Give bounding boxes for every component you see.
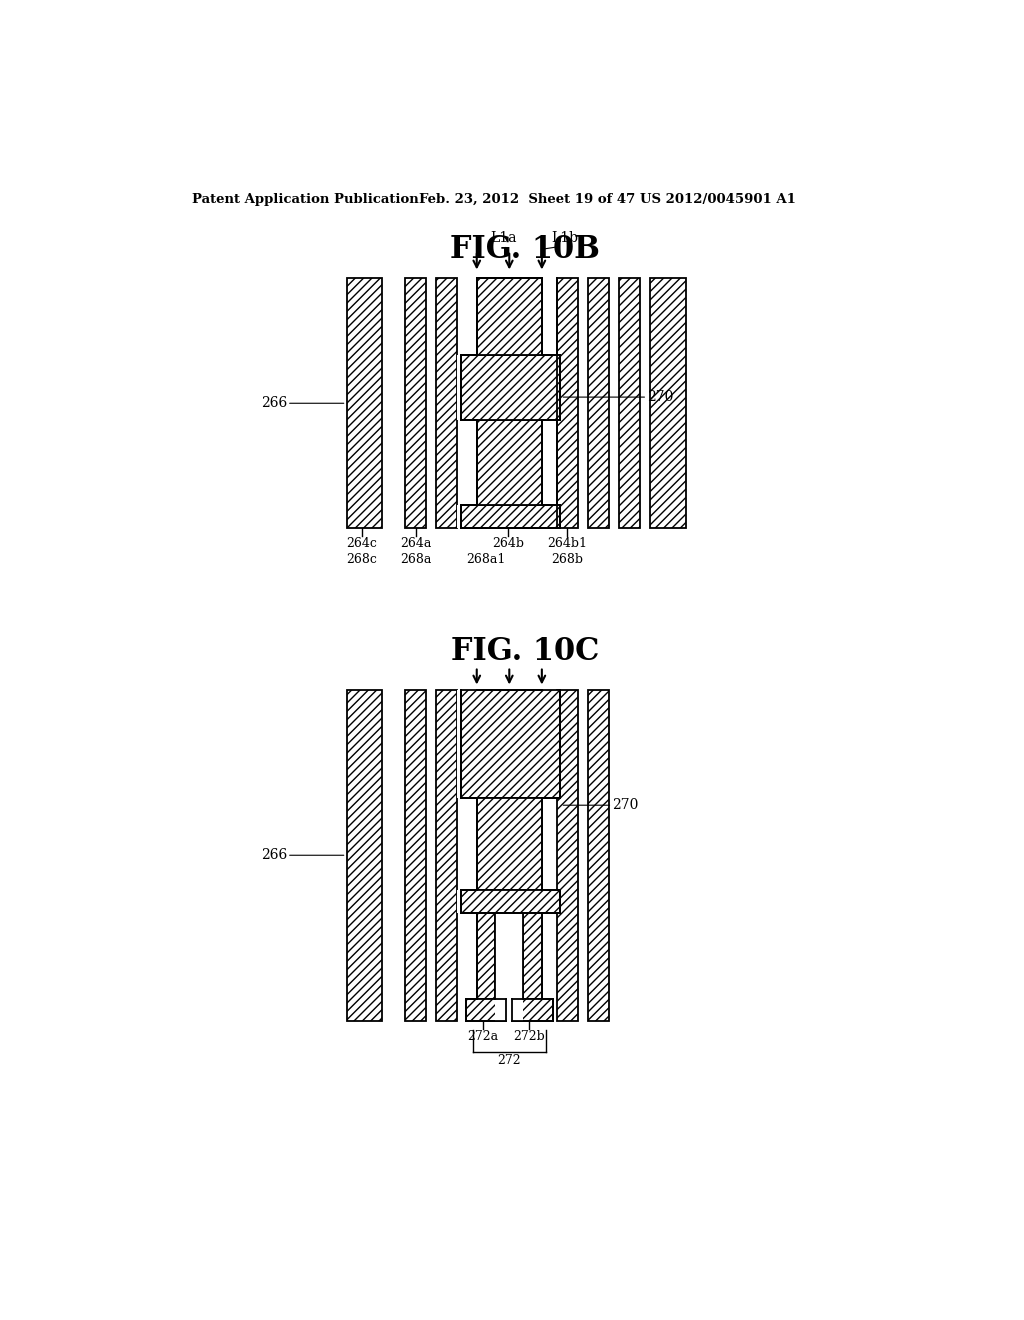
Text: 264c: 264c <box>346 537 378 550</box>
Text: 264b: 264b <box>492 537 523 550</box>
Bar <box>406 689 426 1020</box>
Bar <box>589 689 608 1020</box>
Bar <box>461 689 560 797</box>
Bar <box>406 277 426 528</box>
Text: FIG. 10B: FIG. 10B <box>450 234 600 265</box>
Text: 268a1: 268a1 <box>466 553 506 566</box>
Bar <box>346 277 382 528</box>
Bar <box>557 355 560 420</box>
Bar <box>461 890 560 913</box>
Bar <box>496 913 523 1020</box>
Text: 266: 266 <box>261 849 287 862</box>
Bar <box>477 420 542 506</box>
Bar <box>477 277 542 355</box>
Bar <box>557 890 560 913</box>
Text: 266: 266 <box>261 396 287 411</box>
Bar <box>457 689 461 797</box>
Text: 264a: 264a <box>399 537 431 550</box>
Text: 264b1: 264b1 <box>548 537 588 550</box>
Text: 268b: 268b <box>552 553 584 566</box>
Bar <box>512 999 553 1020</box>
Bar <box>589 277 608 528</box>
Bar <box>461 504 560 528</box>
Text: L1b: L1b <box>552 231 579 244</box>
Bar <box>557 689 578 1020</box>
Bar <box>620 277 640 528</box>
Bar <box>477 913 496 999</box>
Bar <box>557 355 560 420</box>
Bar <box>523 913 542 999</box>
Text: US 2012/0045901 A1: US 2012/0045901 A1 <box>640 193 796 206</box>
Bar <box>457 504 461 528</box>
Bar <box>436 277 457 528</box>
Text: 270: 270 <box>647 391 674 404</box>
Text: 272b: 272b <box>514 1030 546 1043</box>
Text: 272a: 272a <box>467 1030 499 1043</box>
Bar <box>346 689 382 1020</box>
Text: Feb. 23, 2012  Sheet 19 of 47: Feb. 23, 2012 Sheet 19 of 47 <box>419 193 635 206</box>
Bar <box>557 689 560 797</box>
Text: 268a: 268a <box>399 553 431 566</box>
Bar <box>461 355 560 420</box>
Bar <box>466 999 506 1020</box>
Text: Patent Application Publication: Patent Application Publication <box>191 193 418 206</box>
Text: 270: 270 <box>612 799 639 812</box>
Bar <box>557 504 560 528</box>
Bar <box>557 504 560 528</box>
Bar <box>457 355 461 420</box>
Bar <box>457 890 461 913</box>
Text: 268c: 268c <box>346 553 378 566</box>
Text: FIG. 10C: FIG. 10C <box>451 636 599 667</box>
Text: 272: 272 <box>498 1053 521 1067</box>
Bar <box>650 277 686 528</box>
Text: L1a: L1a <box>489 231 516 244</box>
Bar <box>477 797 542 890</box>
Bar <box>436 689 457 1020</box>
Bar <box>557 277 578 528</box>
